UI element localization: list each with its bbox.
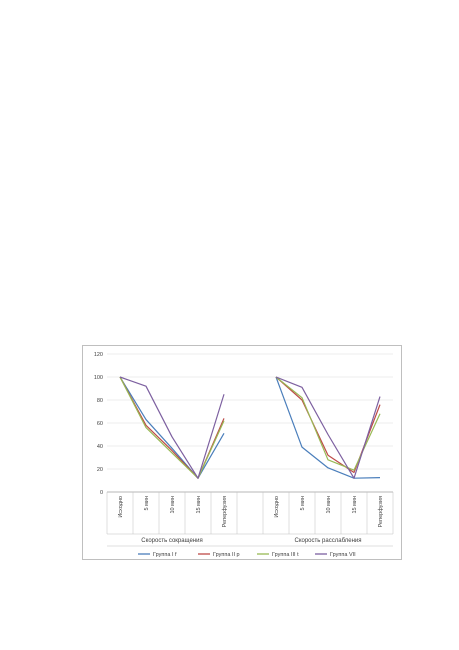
series-line [275, 376, 381, 479]
y-tick-label: 0 [100, 490, 103, 496]
series-line [119, 376, 225, 479]
series-line [119, 376, 225, 479]
series-line [119, 376, 225, 479]
legend-label: Группа I f [153, 552, 177, 558]
x-tick-label: 15 мин [352, 496, 358, 514]
legend-label: Группа III t [272, 552, 299, 558]
y-tick-label: 120 [94, 352, 103, 358]
group-label: Скорость расслабления [294, 538, 361, 544]
x-tick-label: 5 мин [144, 496, 150, 510]
y-tick-label: 100 [94, 375, 103, 381]
series-line [275, 376, 381, 474]
x-tick-label: Реперфузия [222, 496, 228, 527]
x-tick-label: 15 мин [196, 496, 202, 514]
x-tick-label: 10 мин [326, 496, 332, 514]
y-tick-label: 20 [97, 467, 103, 473]
line-chart: 0 20 40 60 80 100 120 Исходно 5 мин 10 мин 15 мин Р… [94, 352, 394, 558]
legend-label: Группа II p [213, 552, 240, 558]
series-line [119, 376, 225, 479]
y-tick-label: 40 [97, 444, 103, 450]
x-tick-label: Реперфузия [378, 496, 384, 527]
y-tick-label: 60 [97, 421, 103, 427]
x-tick-label: Исходно [274, 496, 280, 518]
x-tick-label: 10 мин [170, 496, 176, 514]
x-tick-label: Исходно [118, 496, 124, 518]
legend-label: Группа VII [330, 552, 356, 558]
x-tick-label: 5 мин [300, 496, 306, 510]
group-label: Скорость сокращения [141, 538, 202, 544]
chart-frame: 0 20 40 60 80 100 120 Исходно 5 мин 10 мин 15 мин Р… [82, 345, 402, 560]
y-tick-label: 80 [97, 398, 103, 404]
series-line [275, 376, 381, 479]
